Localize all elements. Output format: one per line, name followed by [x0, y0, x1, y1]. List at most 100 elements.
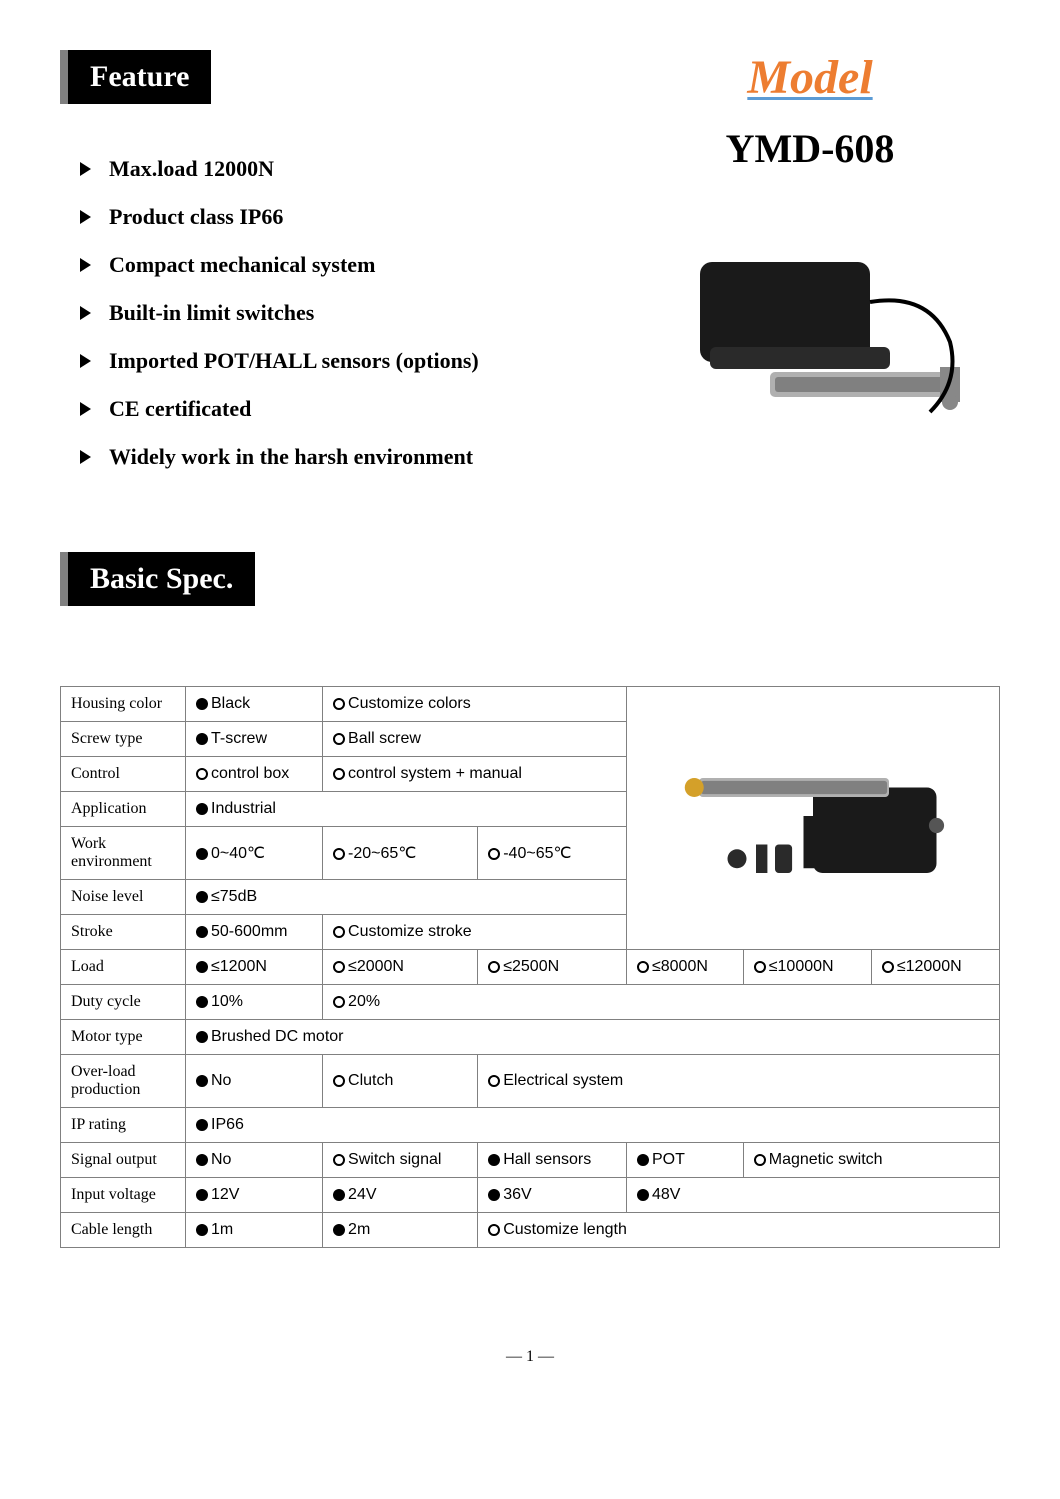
bullet-filled-icon [196, 698, 208, 710]
spec-cell: 0~40℃ [186, 827, 323, 880]
spec-option: 36V [488, 1186, 531, 1203]
bullet-filled-icon [637, 1154, 649, 1166]
bullet-open-icon [333, 926, 345, 938]
chevron-right-icon [80, 354, 91, 368]
spec-option: Black [196, 695, 250, 712]
spec-row-label: Control [61, 757, 186, 792]
bullet-filled-icon [196, 961, 208, 973]
spec-option: 12V [196, 1186, 239, 1203]
model-label: Model [620, 50, 1000, 105]
bullet-filled-icon [196, 996, 208, 1008]
spec-cell: 2m [323, 1213, 478, 1248]
bullet-open-icon [333, 996, 345, 1008]
spec-row-label: Housing color [61, 687, 186, 722]
bullet-filled-icon [196, 1031, 208, 1043]
feature-text: Imported POT/HALL sensors (options) [109, 348, 479, 374]
spec-option: 1m [196, 1221, 233, 1238]
spec-table: Housing color Black Customize colors Screw… [60, 686, 1000, 1248]
table-row: Housing color Black Customize colors [61, 687, 1000, 722]
spec-option: IP66 [196, 1116, 244, 1133]
spec-cell: POT [626, 1143, 743, 1178]
spec-option: Industrial [196, 800, 276, 817]
spec-cell: -20~65℃ [323, 827, 478, 880]
bullet-open-icon [333, 1075, 345, 1087]
spec-row-label: Signal output [61, 1143, 186, 1178]
spec-option: Brushed DC motor [196, 1028, 344, 1045]
spec-cell: 48V [626, 1178, 999, 1213]
spec-cell: Hall sensors [478, 1143, 627, 1178]
spec-row-label: Stroke [61, 915, 186, 950]
bullet-open-icon [637, 961, 649, 973]
bullet-open-icon [488, 848, 500, 860]
spec-option: Customize length [488, 1221, 627, 1238]
spec-option: -20~65℃ [333, 845, 416, 862]
table-row: Motor typeBrushed DC motor [61, 1020, 1000, 1055]
spec-option: No [196, 1072, 231, 1089]
table-row: IP rating IP66 [61, 1108, 1000, 1143]
spec-option: 48V [637, 1186, 680, 1203]
feature-text: Built-in limit switches [109, 300, 314, 326]
spec-cell: T-screw [186, 722, 323, 757]
spec-row-label: Screw type [61, 722, 186, 757]
spec-cell: Black [186, 687, 323, 722]
bullet-open-icon [488, 961, 500, 973]
spec-row-label: IP rating [61, 1108, 186, 1143]
chevron-right-icon [80, 162, 91, 176]
feature-text: Max.load 12000N [109, 156, 274, 182]
spec-cell: ≤10000N [743, 950, 871, 985]
chevron-right-icon [80, 402, 91, 416]
bullet-filled-icon [333, 1189, 345, 1201]
feature-item: Compact mechanical system [80, 252, 620, 278]
spec-option: Customize colors [333, 695, 471, 712]
spec-row-label: Work environment [61, 827, 186, 880]
bullet-filled-icon [196, 848, 208, 860]
chevron-right-icon [80, 258, 91, 272]
spec-cell: 1m [186, 1213, 323, 1248]
spec-cell: 36V [478, 1178, 627, 1213]
spec-option: Ball screw [333, 730, 421, 747]
bullet-filled-icon [196, 1154, 208, 1166]
page-number: — 1 — [60, 1348, 1000, 1366]
spec-cell: Switch signal [323, 1143, 478, 1178]
spec-option: ≤8000N [637, 958, 708, 975]
spec-option: Clutch [333, 1072, 393, 1089]
spec-section: Basic Spec. Housing colorBlackCustomize … [60, 552, 1000, 1248]
bullet-open-icon [754, 1154, 766, 1166]
bullet-filled-icon [196, 1224, 208, 1236]
bullet-filled-icon [196, 1189, 208, 1201]
bullet-filled-icon [196, 891, 208, 903]
spec-cell: No [186, 1055, 323, 1108]
spec-cell: No [186, 1143, 323, 1178]
feature-item: Imported POT/HALL sensors (options) [80, 348, 620, 374]
chevron-right-icon [80, 210, 91, 224]
spec-option: 50-600mm [196, 923, 287, 940]
spec-option: control system + manual [333, 765, 522, 782]
feature-item: CE certificated [80, 396, 620, 422]
spec-option: Hall sensors [488, 1151, 591, 1168]
spec-option: control box [196, 765, 289, 782]
bullet-open-icon [333, 1154, 345, 1166]
bullet-filled-icon [196, 1119, 208, 1131]
spec-row-label: Over-load production [61, 1055, 186, 1108]
spec-row-label: Duty cycle [61, 985, 186, 1020]
table-row: Input voltage12V24V36V48V [61, 1178, 1000, 1213]
bullet-open-icon [333, 698, 345, 710]
product-image-main [620, 232, 1000, 452]
bullet-open-icon [754, 961, 766, 973]
feature-text: CE certificated [109, 396, 251, 422]
spec-cell: Industrial [186, 792, 627, 827]
spec-option: No [196, 1151, 231, 1168]
spec-cell: Ball screw [323, 722, 627, 757]
spec-cell: Customize stroke [323, 915, 627, 950]
chevron-right-icon [80, 450, 91, 464]
spec-cell: ≤1200N [186, 950, 323, 985]
spec-cell: 20% [323, 985, 1000, 1020]
spec-row-label: Application [61, 792, 186, 827]
bullet-open-icon [882, 961, 894, 973]
feature-text: Product class IP66 [109, 204, 283, 230]
spec-option: POT [637, 1151, 685, 1168]
feature-item: Built-in limit switches [80, 300, 620, 326]
spec-cell: Customize colors [323, 687, 627, 722]
bullet-open-icon [196, 768, 208, 780]
spec-row-label: Noise level [61, 880, 186, 915]
